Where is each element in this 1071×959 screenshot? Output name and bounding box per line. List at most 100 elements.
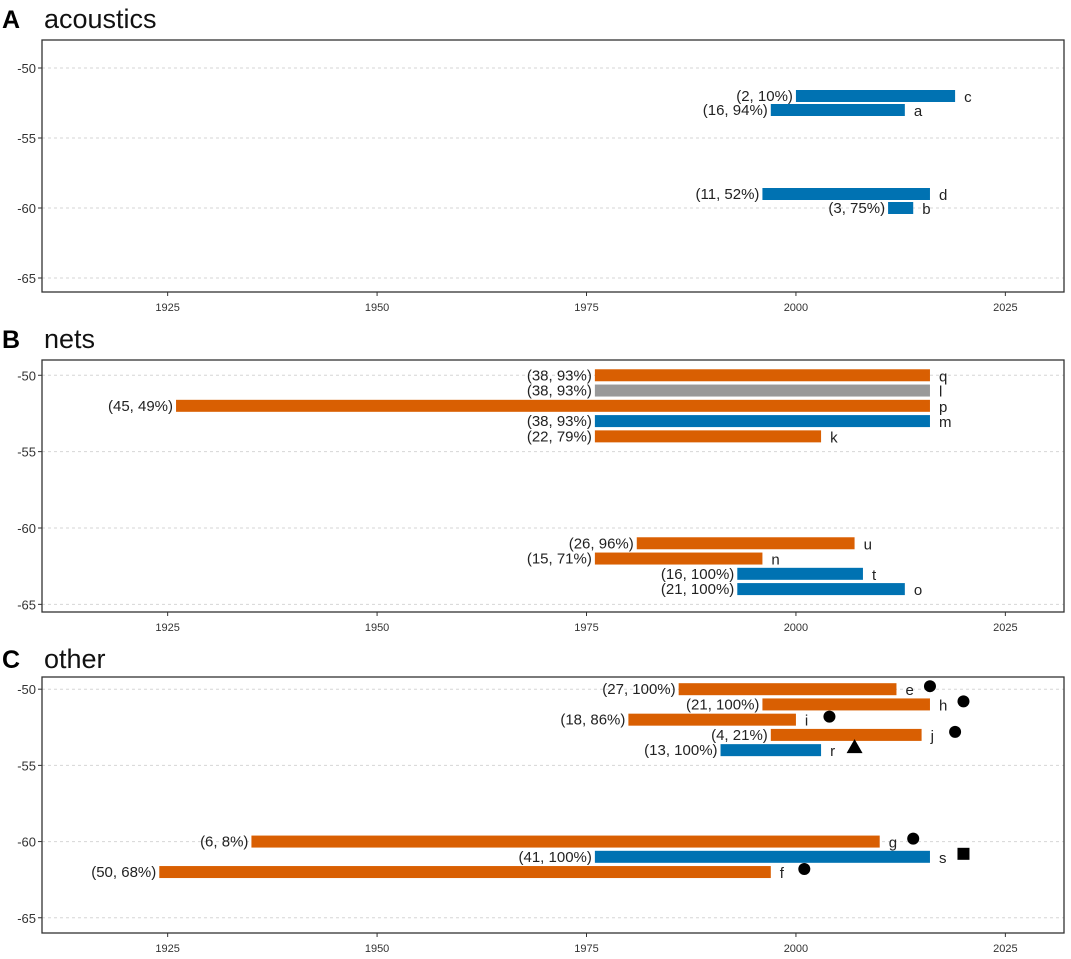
bar-f <box>159 866 771 879</box>
bar-s <box>594 850 930 863</box>
bar-label: (38, 93%) <box>527 383 592 400</box>
panel-nets: B nets -50 -55 -60 -65 1925 1950 1975 2000 2025 (… <box>0 320 1071 639</box>
marker-circle <box>949 725 962 738</box>
bar-h <box>762 698 930 711</box>
bar-l <box>594 384 930 397</box>
marker-circle <box>907 832 920 845</box>
bar-id: m <box>939 414 952 431</box>
bar-d <box>762 188 930 200</box>
x-tick-label: 1925 <box>155 622 179 634</box>
bar-label: (16, 100%) <box>661 566 734 583</box>
chart-acoustics: -50 -55 -60 -65 1925 1950 1975 2000 2025 (2, 10%)… <box>17 39 1065 314</box>
y-tick-label: -50 <box>17 368 36 383</box>
x-tick-label: 2000 <box>784 622 808 634</box>
bar-label: (3, 75%) <box>828 200 885 217</box>
x-tick-label: 2025 <box>993 943 1017 955</box>
bar-g <box>251 835 880 848</box>
panel-title: other <box>44 644 106 674</box>
marker-circle <box>957 695 970 708</box>
bar-label: (18, 86%) <box>560 712 625 729</box>
panel-title: nets <box>44 324 96 354</box>
bar-label: (11, 52%) <box>696 186 760 203</box>
panel-letter: B <box>2 326 21 354</box>
marker-triangle <box>846 739 863 754</box>
y-tick-label: -65 <box>17 597 36 612</box>
bar-label: (21, 100%) <box>686 696 759 713</box>
bar-id: i <box>805 713 808 730</box>
bar-id: g <box>889 835 897 852</box>
chart-nets: -50 -55 -60 -65 1925 1950 1975 2000 2025 (38, 93%… <box>17 359 1065 634</box>
bar-id: s <box>939 850 947 867</box>
bar-c <box>795 90 956 102</box>
marker-circle <box>923 680 936 693</box>
bar-i <box>628 713 796 726</box>
x-tick-label: 1950 <box>365 943 389 955</box>
marker-square <box>957 847 970 860</box>
y-tick-label: -50 <box>17 682 36 697</box>
bar-label: (15, 71%) <box>527 551 592 568</box>
bar-id: c <box>964 89 972 106</box>
bar-id: u <box>864 536 872 553</box>
x-tick-label: 1950 <box>365 622 389 634</box>
bar-id: a <box>914 103 923 120</box>
bar-a <box>770 104 905 116</box>
bar-k <box>594 430 822 443</box>
bar-id: k <box>830 429 838 446</box>
bar-e <box>678 683 897 696</box>
bar-id: d <box>939 187 947 204</box>
panel-letter: A <box>2 6 21 34</box>
bar-p <box>176 399 930 412</box>
bar-u <box>636 537 855 550</box>
panel-acoustics: A acoustics -50 -55 -60 -65 1925 1950 1975 2000… <box>0 0 1071 319</box>
bar-id: p <box>939 399 947 416</box>
bar-id: h <box>939 697 947 714</box>
bar-label: (22, 79%) <box>527 428 592 445</box>
plot-frame <box>41 676 1065 934</box>
plot-frame <box>41 359 1065 613</box>
bar-id: q <box>939 368 947 385</box>
bar-n <box>594 552 763 565</box>
y-tick-label: -65 <box>17 271 36 286</box>
bar-label: (2, 10%) <box>736 88 793 105</box>
bar-label: (27, 100%) <box>602 681 675 698</box>
bar-id: f <box>780 865 785 882</box>
bar-label: (38, 93%) <box>527 413 592 430</box>
bar-label: (21, 100%) <box>661 581 734 598</box>
y-tick-label: -60 <box>17 521 36 536</box>
panel-title: acoustics <box>44 4 157 34</box>
bar-label: (4, 21%) <box>711 727 768 744</box>
bar-o <box>737 583 905 596</box>
bar-id: r <box>830 743 835 760</box>
x-tick-label: 1925 <box>155 943 179 955</box>
bar-r <box>720 744 822 757</box>
bar-id: e <box>905 682 913 699</box>
x-tick-label: 1950 <box>365 302 389 314</box>
marker-circle <box>798 863 811 876</box>
x-tick-label: 1975 <box>574 302 598 314</box>
bar-label: (45, 49%) <box>108 398 173 415</box>
bar-j <box>770 728 922 741</box>
bar-label: (16, 94%) <box>703 102 768 119</box>
x-tick-label: 1975 <box>574 943 598 955</box>
bar-id: t <box>872 567 877 584</box>
x-tick-label: 1975 <box>574 622 598 634</box>
bar-id: o <box>914 582 922 599</box>
y-tick-label: -55 <box>17 758 36 773</box>
bar-t <box>737 567 863 580</box>
bar-label: (6, 8%) <box>200 834 248 851</box>
y-tick-label: -60 <box>17 201 36 216</box>
bar-id: n <box>771 552 779 569</box>
bar-b <box>888 202 914 214</box>
bar-id: b <box>922 201 930 218</box>
chart-other: -50 -55 -60 -65 1925 1950 1975 2000 2025 (27, 100… <box>17 676 1065 955</box>
marker-circle <box>823 710 836 723</box>
y-tick-label: -60 <box>17 835 36 850</box>
y-tick-label: -55 <box>17 131 36 146</box>
x-tick-label: 2025 <box>993 622 1017 634</box>
panel-letter: C <box>2 646 21 674</box>
x-tick-label: 2000 <box>784 302 808 314</box>
plot-frame <box>41 39 1065 293</box>
x-tick-label: 2000 <box>784 943 808 955</box>
bar-m <box>594 415 930 428</box>
bar-label: (26, 96%) <box>569 535 634 552</box>
